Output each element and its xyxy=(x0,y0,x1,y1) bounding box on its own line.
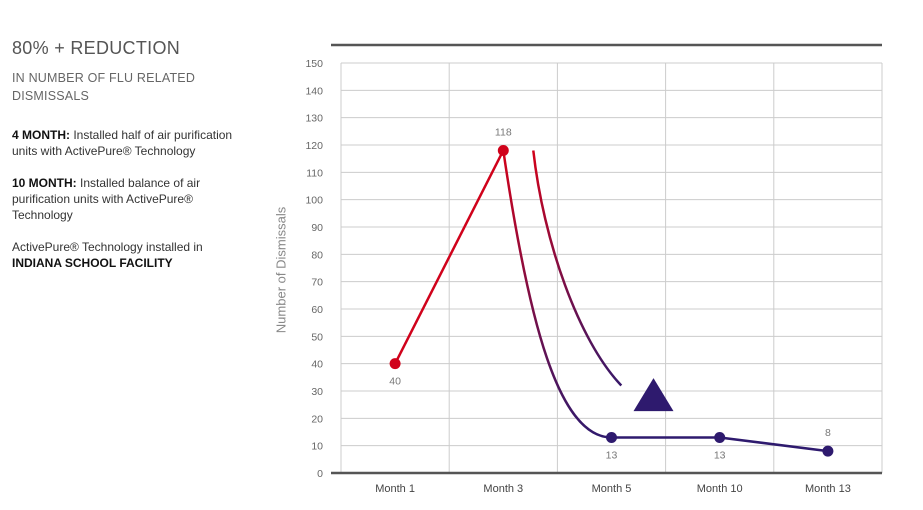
data-label: 13 xyxy=(606,449,618,461)
y-tick-label: 140 xyxy=(305,85,323,97)
note-facility: ActivePure® Technology installed in INDI… xyxy=(12,239,252,271)
y-tick-label: 130 xyxy=(305,113,323,125)
data-label: 118 xyxy=(495,126,512,138)
data-label: 8 xyxy=(825,427,831,439)
headline: 80% + REDUCTION xyxy=(12,38,181,58)
data-point xyxy=(497,144,509,156)
x-tick-label: Month 10 xyxy=(697,483,743,495)
x-tick-label: Month 1 xyxy=(375,483,415,495)
data-point xyxy=(822,445,834,457)
x-tick-label: Month 5 xyxy=(592,483,632,495)
y-tick-label: 60 xyxy=(311,304,323,316)
data-point xyxy=(714,431,726,443)
note-4-month-text: Installed half of air purification units… xyxy=(12,128,233,158)
series-segment-rise xyxy=(393,149,505,365)
x-tick-label: Month 3 xyxy=(483,483,523,495)
data-point xyxy=(389,358,401,370)
y-tick-label: 80 xyxy=(311,249,323,261)
y-tick-label: 50 xyxy=(311,331,323,343)
info-panel: 80% + REDUCTION IN NUMBER OF FLU RELATED… xyxy=(12,38,252,271)
y-tick-label: 0 xyxy=(317,468,323,480)
y-tick-label: 120 xyxy=(305,140,323,152)
y-tick-label: 150 xyxy=(305,58,323,70)
note-4-month-label: 4 MONTH: xyxy=(12,128,70,142)
y-tick-label: 70 xyxy=(311,277,323,289)
y-tick-label: 100 xyxy=(305,195,323,207)
series-segment xyxy=(719,436,829,453)
y-tick-label: 90 xyxy=(311,222,323,234)
y-tick-label: 10 xyxy=(311,441,323,453)
note-10-month: 10 MONTH: Installed balance of air purif… xyxy=(12,175,252,223)
y-tick-label: 40 xyxy=(311,359,323,371)
trend-arrow-shaft xyxy=(532,150,623,387)
subhead: IN NUMBER OF FLU RELATED DISMISSALS xyxy=(12,71,196,103)
data-label: 13 xyxy=(714,449,726,461)
data-label: 40 xyxy=(389,376,401,388)
note-facility-text: ActivePure® Technology installed in xyxy=(12,240,203,254)
y-tick-label: 110 xyxy=(306,167,323,179)
note-facility-name: INDIANA SCHOOL FACILITY xyxy=(12,256,173,270)
y-tick-label: 20 xyxy=(311,413,323,425)
note-4-month: 4 MONTH: Installed half of air purificat… xyxy=(12,127,252,159)
x-tick-label: Month 13 xyxy=(805,483,851,495)
trend-arrow-head xyxy=(633,378,674,412)
series-segment-drop xyxy=(502,150,612,439)
note-10-month-text: Installed balance of air purification un… xyxy=(12,176,201,222)
data-point xyxy=(606,431,617,443)
note-10-month-label: 10 MONTH: xyxy=(12,176,77,190)
y-tick-label: 30 xyxy=(311,386,323,398)
